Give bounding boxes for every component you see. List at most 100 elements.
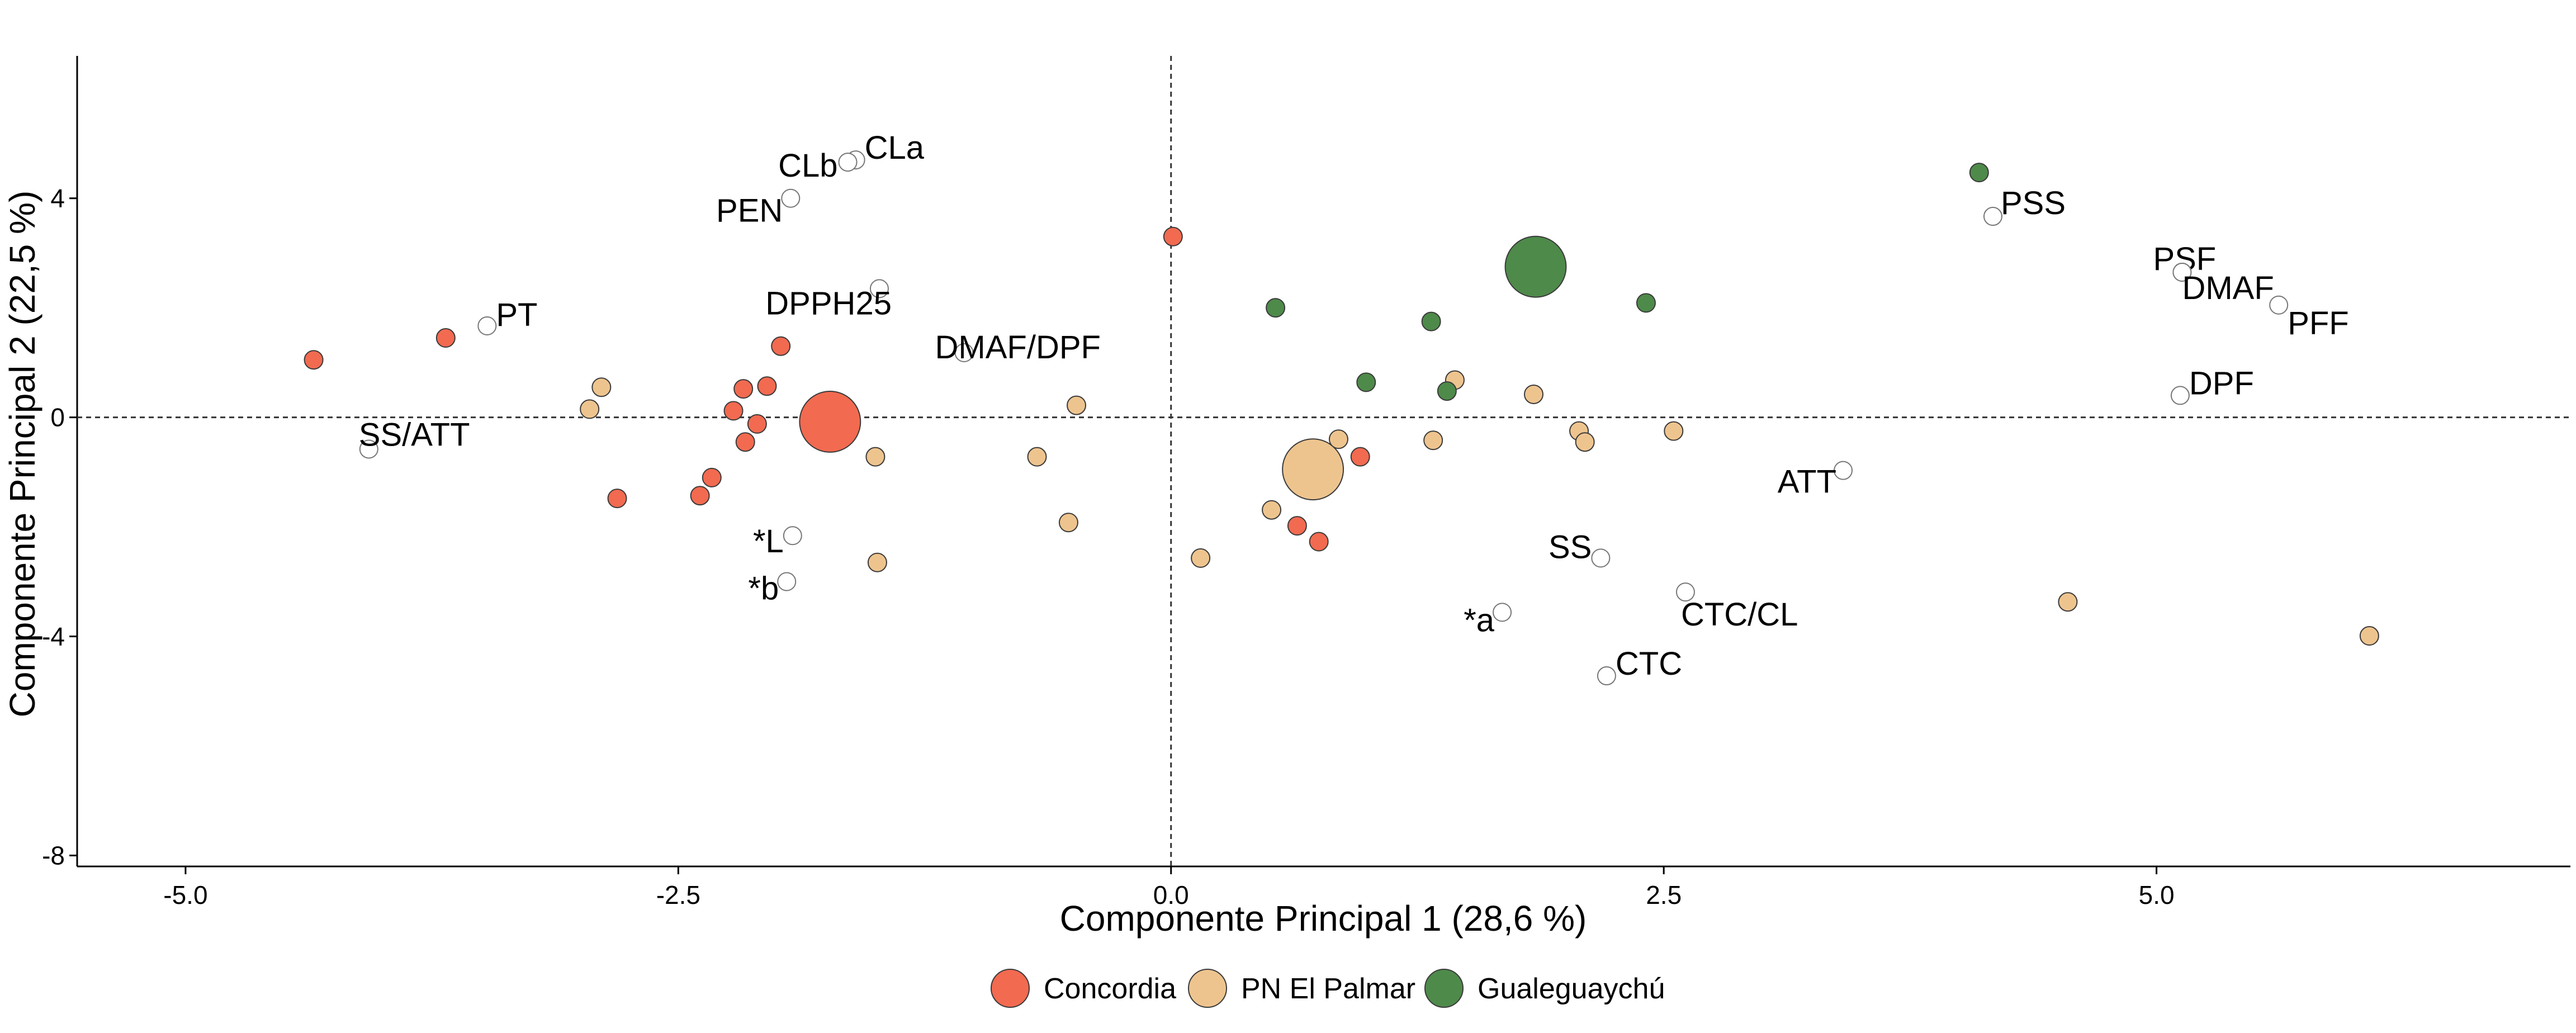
legend-label: Concordia — [1044, 973, 1176, 1005]
variable-marker — [2170, 386, 2190, 405]
y-tick-label: 0 — [50, 403, 65, 432]
x-tick-label: 0.0 — [1153, 880, 1189, 909]
variable-label: CLb — [778, 148, 837, 184]
reference-lines-layer — [77, 56, 2570, 866]
variable-label: PSS — [2001, 185, 2066, 221]
legend: Concordia PN El Palmar Gualeguaychú — [991, 969, 1665, 1008]
variable-marker — [2269, 295, 2289, 315]
point-concordia — [757, 376, 777, 396]
x-tick-label: 2.5 — [1646, 880, 1682, 909]
point-gualeguaych — [1969, 163, 1989, 183]
axes-layer: -5.0 -2.5 0.0 2.5 5.0 -8 -4 0 4 — [42, 56, 2570, 909]
point-pn-el-palmar — [591, 377, 612, 397]
variable-label: DPF — [2189, 365, 2254, 401]
variable-marker — [2172, 262, 2192, 282]
point-pn-el-palmar — [2359, 626, 2379, 646]
variable-marker — [477, 316, 497, 336]
legend-label: Gualeguaychú — [1478, 973, 1665, 1005]
variable-label: SS — [1549, 529, 1592, 565]
point-pn-el-palmar — [2058, 592, 2078, 612]
point-concordia — [771, 336, 791, 356]
legend-key — [1188, 969, 1227, 1008]
variable-label: SS/ATT — [359, 416, 470, 453]
variable-label: ATT — [1778, 464, 1836, 500]
variable-marker — [1591, 548, 1611, 568]
variable-label: CTC — [1616, 646, 1682, 682]
point-gualeguaych — [1266, 298, 1286, 318]
point-pn-el-palmar — [1664, 421, 1684, 441]
variable-label: DMAF — [2182, 270, 2274, 306]
variable-marker — [783, 526, 802, 546]
point-pn-el-palmar — [1067, 395, 1087, 415]
point-pn-el-palmar — [1262, 500, 1282, 520]
x-tick-label: -2.5 — [656, 880, 700, 909]
x-tick-label: 5.0 — [2139, 880, 2175, 909]
point-pn-el-palmar — [1328, 429, 1348, 449]
variable-label: DMAF/DPF — [935, 329, 1101, 366]
variable-marker — [1983, 207, 2002, 226]
point-pn-el-palmar — [1575, 432, 1595, 452]
variable-label: PT — [496, 297, 537, 333]
point-gualeguaych — [1356, 372, 1376, 392]
point-concordia — [607, 489, 627, 509]
variable-label: *b — [748, 571, 779, 607]
point-concordia — [747, 414, 767, 434]
legend-key — [991, 969, 1030, 1008]
legend-label: PN El Palmar — [1241, 973, 1415, 1005]
point-concordia — [799, 391, 861, 453]
point-gualeguaych — [1421, 311, 1441, 331]
point-concordia — [304, 350, 324, 370]
legend-key — [1424, 969, 1464, 1008]
point-concordia — [735, 432, 755, 452]
variable-marker — [838, 153, 858, 172]
variable-label: PEN — [716, 193, 783, 229]
variable-marker — [869, 279, 889, 298]
x-tick-label: -5.0 — [163, 880, 207, 909]
variable-marker — [777, 572, 797, 591]
variable-marker — [359, 439, 378, 459]
point-concordia — [435, 328, 456, 348]
point-pn-el-palmar — [1423, 430, 1443, 451]
point-gualeguaych — [1636, 293, 1656, 313]
y-tick-label: -8 — [42, 841, 65, 870]
variable-label: CLa — [865, 130, 925, 166]
variable-marker — [1493, 603, 1512, 622]
point-pn-el-palmar — [1058, 513, 1078, 533]
axis-titles-layer: Componente Principal 1 (28,6 %) Componen… — [2, 191, 1587, 939]
variable-marker — [1834, 461, 1853, 480]
variable-label: DPPH25 — [765, 285, 892, 321]
point-concordia — [1287, 516, 1307, 536]
point-pn-el-palmar — [1523, 384, 1543, 404]
point-pn-el-palmar — [867, 552, 887, 572]
point-pn-el-palmar — [865, 447, 886, 467]
variable-marker — [1675, 582, 1695, 602]
point-pn-el-palmar — [1191, 548, 1211, 568]
y-tick-label: 4 — [50, 184, 65, 213]
point-concordia — [1309, 532, 1329, 552]
point-pn-el-palmar — [1282, 438, 1344, 501]
point-concordia — [702, 467, 722, 487]
variable-label: *a — [1464, 602, 1495, 638]
point-concordia — [733, 379, 754, 399]
variable-marker — [1597, 666, 1616, 686]
variable-marker — [781, 188, 801, 208]
point-pn-el-palmar — [580, 399, 600, 419]
point-pn-el-palmar — [1027, 447, 1047, 467]
points-layer — [304, 163, 2379, 646]
y-tick-label: -4 — [42, 622, 65, 651]
variable-label: *L — [753, 523, 784, 560]
point-gualeguaych — [1437, 381, 1457, 401]
point-concordia — [1163, 226, 1183, 247]
x-axis-title: Componente Principal 1 (28,6 %) — [1060, 898, 1587, 939]
point-gualeguaych — [1504, 235, 1567, 298]
variable-label: CTC/CL — [1681, 596, 1798, 633]
variable-label: PFF — [2288, 305, 2349, 342]
variable-marker — [954, 343, 974, 363]
point-concordia — [690, 486, 710, 506]
point-concordia — [723, 401, 744, 421]
point-concordia — [1350, 447, 1370, 467]
y-axis-title: Componente Principal 2 (22,5 %) — [2, 191, 42, 718]
